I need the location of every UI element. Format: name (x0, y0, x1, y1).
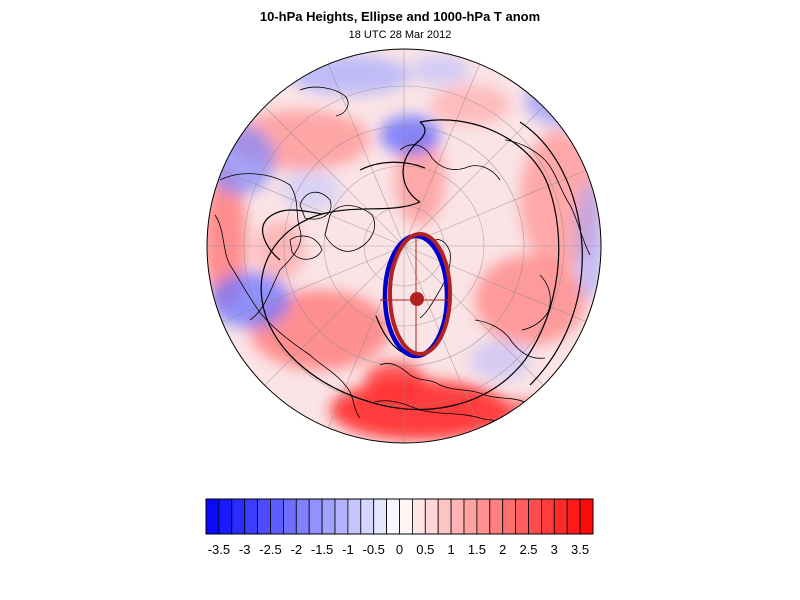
colorbar-tick-label: 1 (447, 542, 455, 557)
colorbar-box (360, 498, 375, 535)
map-subtitle: 18 UTC 28 Mar 2012 (348, 29, 452, 41)
colorbar-box (205, 498, 220, 535)
colorbar-box (424, 498, 439, 535)
globe-outline (206, 48, 602, 444)
temperature-anomaly-field (207, 49, 601, 443)
colorbar-tick-label: -1 (342, 542, 354, 557)
colorbar-box (257, 498, 271, 535)
colorbar-box (502, 498, 517, 535)
graticule (207, 49, 601, 443)
colorbar-box (282, 498, 297, 535)
colorbar-box (347, 498, 362, 535)
colorbar-tick-label: -3 (238, 542, 251, 557)
colorbar-box (244, 498, 258, 535)
colorbar-box (270, 498, 284, 535)
colorbar-box (218, 498, 233, 535)
colorbar-box (489, 498, 504, 535)
map-title: 10-hPa Heights, Ellipse and 1000-hPa T a… (259, 9, 541, 24)
colorbar-tick-label: 3 (550, 542, 558, 557)
colorbar-box (515, 498, 529, 535)
colorbar-box (386, 498, 400, 535)
colorbar-box (373, 498, 388, 535)
colorbar-boxes (205, 498, 594, 535)
colorbar-tick-label: -0.5 (362, 542, 385, 557)
coastlines (214, 86, 591, 427)
colorbar-box (231, 498, 246, 535)
colorbar-tick-label: -1.5 (310, 542, 334, 557)
colorbar-box (579, 498, 594, 535)
colorbar-box (450, 498, 465, 535)
colorbar-tick-label: -2 (290, 542, 303, 557)
colorbar-box (334, 498, 349, 535)
colorbar-box (476, 498, 491, 535)
colorbar-box (321, 498, 336, 535)
colorbar-tick-label: 2 (499, 542, 507, 557)
colorbar-tick-label: 3.5 (571, 542, 590, 557)
colorbar-tick-label: 1.5 (467, 542, 486, 557)
colorbar-box (463, 498, 478, 535)
colorbar-tick-label: 0 (395, 542, 404, 557)
colorbar-tick-label: 2.5 (519, 542, 538, 557)
colorbar-box (528, 498, 542, 535)
vortex-ellipse (380, 232, 452, 359)
colorbar-tick-label: -3.5 (207, 542, 231, 557)
colorbar-box (399, 498, 413, 535)
colorbar-box (308, 498, 323, 535)
colorbar-box (553, 498, 568, 535)
vortex-center-marker (410, 292, 424, 306)
colorbar-tick-label: -2.5 (259, 542, 282, 557)
colorbar-box (566, 498, 581, 535)
colorbar-tick-label: 0.5 (416, 542, 435, 557)
colorbar-box (295, 498, 310, 535)
ellipse-inner (388, 232, 452, 356)
colorbar-box (437, 498, 452, 535)
colorbar-box (411, 498, 426, 535)
colorbar-frame (205, 498, 594, 535)
colorbar-box (541, 498, 555, 535)
